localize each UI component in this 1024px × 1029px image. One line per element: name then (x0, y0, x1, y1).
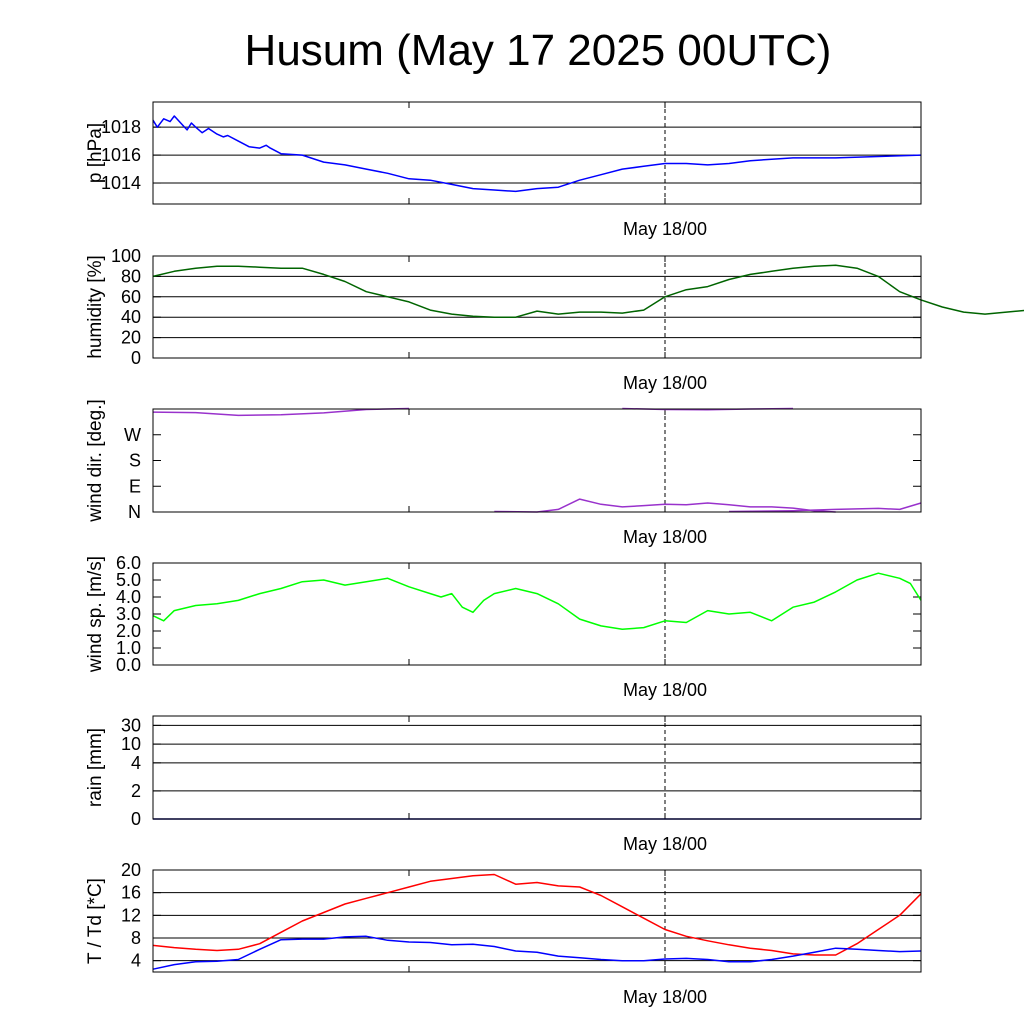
y-tick-label: 8 (131, 928, 141, 948)
y-tick-label: 2 (131, 781, 141, 801)
series-line-4 (728, 502, 922, 513)
y-axis-label: p [hPa] (85, 123, 106, 183)
plot-frame (152, 255, 922, 359)
x-axis-label: May 18/00 (623, 373, 707, 393)
x-axis-label: May 18/00 (623, 680, 707, 700)
series-line-2 (494, 498, 836, 513)
y-tick-label: 2.0 (116, 621, 141, 641)
y-tick-label: 12 (121, 905, 141, 925)
y-tick-label: 0 (131, 809, 141, 829)
plot-frame (152, 562, 922, 666)
y-axis-label: humidity [%] (85, 255, 106, 358)
plot-frame (152, 715, 922, 820)
y-tick-label: 100 (111, 246, 141, 266)
y-axis-label: wind sp. [m/s] (85, 556, 106, 673)
panel-4: 0.01.02.03.04.05.06.0 wind sp. [m/s] May 1… (85, 553, 922, 700)
y-tick-label: 4.0 (116, 587, 141, 607)
plot-frame (152, 408, 922, 513)
series-line-1 (152, 572, 922, 631)
x-axis-label: May 18/00 (623, 834, 707, 854)
y-axis-label: wind dir. [deg.] (85, 399, 106, 523)
y-tick-label: 30 (121, 715, 141, 735)
y-tick-label: 20 (121, 860, 141, 880)
y-tick-label: N (128, 502, 141, 522)
y-tick-label: 10 (121, 734, 141, 754)
y-axis-label: T / Td [*C] (85, 878, 106, 964)
y-tick-label: 16 (121, 883, 141, 903)
y-axis-label: rain [mm] (85, 728, 106, 807)
y-tick-label: 4 (131, 951, 141, 971)
x-axis-label: May 18/00 (623, 987, 707, 1007)
y-tick-label: 4 (131, 753, 141, 773)
y-tick-label: W (124, 425, 141, 445)
y-tick-label: 1014 (101, 173, 141, 193)
y-tick-label: 1.0 (116, 638, 141, 658)
y-tick-label: S (129, 451, 141, 471)
y-tick-label: 0 (131, 348, 141, 368)
y-tick-label: 20 (121, 328, 141, 348)
y-tick-label: 6.0 (116, 553, 141, 573)
series-line-2 (152, 935, 922, 970)
y-tick-label: 40 (121, 307, 141, 327)
y-tick-label: 80 (121, 266, 141, 286)
series-line-1 (152, 873, 922, 956)
y-tick-label: E (129, 476, 141, 496)
plot-frame (152, 869, 922, 973)
series-line-1 (152, 407, 410, 417)
series-line-1 (152, 115, 922, 193)
x-axis-label: May 18/00 (623, 219, 707, 239)
y-tick-label: 5.0 (116, 570, 141, 590)
y-tick-label: 3.0 (116, 604, 141, 624)
y-tick-label: 1018 (101, 117, 141, 137)
y-tick-label: 0.0 (116, 655, 141, 675)
chart-title: Husum (May 17 2025 00UTC) (244, 26, 832, 75)
series-line-1 (152, 264, 1024, 318)
x-axis-label: May 18/00 (623, 527, 707, 547)
plot-frame (152, 101, 922, 205)
y-tick-label: 1016 (101, 145, 141, 165)
y-tick-label: 60 (121, 287, 141, 307)
